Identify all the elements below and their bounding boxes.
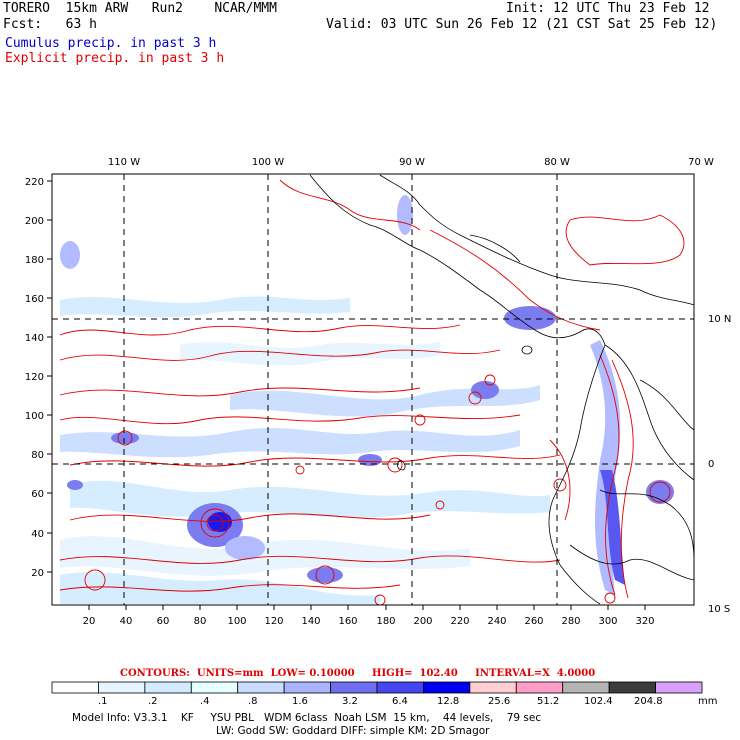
contour-info: CONTOURS: UNITS=mm LOW= 0.10000 HIGH= 10… — [120, 668, 596, 679]
colorbar-swatch — [562, 681, 610, 694]
left-axis-labels: 220 200 180 160 140 120 100 80 60 40 20 — [25, 177, 44, 579]
y-tick-label: 220 — [25, 177, 44, 188]
lon-label-80w: 80 W — [544, 157, 570, 168]
colorbar-label: 3.2 — [342, 696, 358, 707]
colorbar-swatch — [51, 681, 99, 694]
cumulus-legend-label: Cumulus precip. in past 3 h — [5, 36, 217, 51]
lat-label-0: 0 — [708, 459, 714, 470]
lat-label-10s: 10 S — [708, 604, 730, 615]
y-tick-label: 60 — [31, 489, 44, 500]
x-tick-label: 200 — [413, 616, 432, 627]
colorbar-label: 25.6 — [488, 696, 511, 707]
x-tick-label: 120 — [264, 616, 283, 627]
colorbar-swatch — [144, 681, 192, 694]
lon-label-110w: 110 W — [108, 157, 140, 168]
y-tick-label: 160 — [25, 294, 44, 305]
colorbar-swatch — [655, 681, 703, 694]
colorbar-label: .2 — [148, 696, 158, 707]
model-info: Model Info: V3.3.1 KF YSU PBL WDM 6class… — [72, 712, 542, 724]
y-tick-label: 100 — [25, 411, 44, 422]
y-tick-label: 140 — [25, 333, 44, 344]
bottom-axis-ticks — [88, 605, 646, 610]
bottom-axis-labels: 20 40 60 80 100 120 140 160 180 200 220 … — [83, 616, 655, 627]
colorbar-swatch — [237, 681, 285, 694]
right-lat-labels: 10 N 0 10 S — [708, 314, 731, 615]
y-tick-label: 20 — [31, 568, 44, 579]
colorbar-label: 1.6 — [292, 696, 308, 707]
colorbar-label: 51.2 — [537, 696, 560, 707]
y-tick-label: 80 — [31, 450, 44, 461]
colorbar-swatch — [515, 681, 564, 694]
colorbar-label: .4 — [200, 696, 210, 707]
colorbar — [51, 681, 703, 694]
init-time: Init: 12 UTC Thu 23 Feb 12 — [506, 1, 710, 16]
colorbar-swatch — [469, 681, 517, 694]
y-tick-label: 40 — [31, 529, 44, 540]
x-tick-label: 300 — [598, 616, 617, 627]
x-tick-label: 180 — [376, 616, 395, 627]
x-tick-label: 280 — [561, 616, 580, 627]
top-lon-labels: 110 W 100 W 90 W 80 W 70 W — [108, 157, 714, 168]
colorbar-swatch — [330, 681, 378, 694]
colorbar-swatch — [98, 681, 146, 694]
colorbar-label: .1 — [98, 696, 108, 707]
explicit-precip-contours — [59, 179, 685, 606]
colorbar-swatch — [608, 681, 656, 694]
x-tick-label: 160 — [338, 616, 357, 627]
x-tick-label: 220 — [450, 616, 469, 627]
colorbar-swatch — [283, 681, 331, 694]
x-tick-label: 100 — [227, 616, 246, 627]
colorbar-label: 102.4 — [584, 696, 613, 707]
header-title: TORERO 15km ARW Run2 NCAR/MMM — [3, 1, 277, 16]
x-tick-label: 60 — [157, 616, 170, 627]
x-tick-label: 20 — [83, 616, 96, 627]
x-tick-label: 140 — [301, 616, 320, 627]
y-tick-label: 120 — [25, 372, 44, 383]
colorbar-swatch — [423, 681, 471, 694]
x-tick-label: 260 — [524, 616, 543, 627]
colorbar-swatch — [376, 681, 424, 694]
colorbar-unit: mm — [698, 696, 718, 707]
physics-info: LW: Godd SW: Goddard DIFF: simple KM: 2D… — [216, 725, 490, 737]
y-tick-label: 180 — [25, 255, 44, 266]
colorbar-label: .8 — [248, 696, 258, 707]
y-tick-label: 200 — [25, 216, 44, 227]
cumulus-precip-layer — [60, 195, 674, 604]
forecast-hour: Fcst: 63 h — [3, 17, 97, 32]
colorbar-label: 12.8 — [437, 696, 460, 707]
latlon-grid — [52, 174, 694, 605]
valid-time: Valid: 03 UTC Sun 26 Feb 12 (21 CST Sat … — [326, 17, 718, 32]
explicit-legend-label: Explicit precip. in past 3 h — [5, 51, 225, 66]
lat-label-10n: 10 N — [708, 314, 731, 325]
map-frame — [51, 173, 695, 606]
colorbar-label: 204.8 — [634, 696, 663, 707]
x-tick-label: 240 — [487, 616, 506, 627]
lon-label-90w: 90 W — [399, 157, 425, 168]
colorbar-label: 6.4 — [392, 696, 408, 707]
x-tick-label: 320 — [635, 616, 654, 627]
colorbar-swatch — [190, 681, 239, 694]
x-tick-label: 40 — [120, 616, 133, 627]
lon-label-100w: 100 W — [252, 157, 284, 168]
x-tick-label: 80 — [194, 616, 207, 627]
lon-label-70w: 70 W — [688, 157, 714, 168]
left-axis-ticks — [47, 180, 52, 573]
